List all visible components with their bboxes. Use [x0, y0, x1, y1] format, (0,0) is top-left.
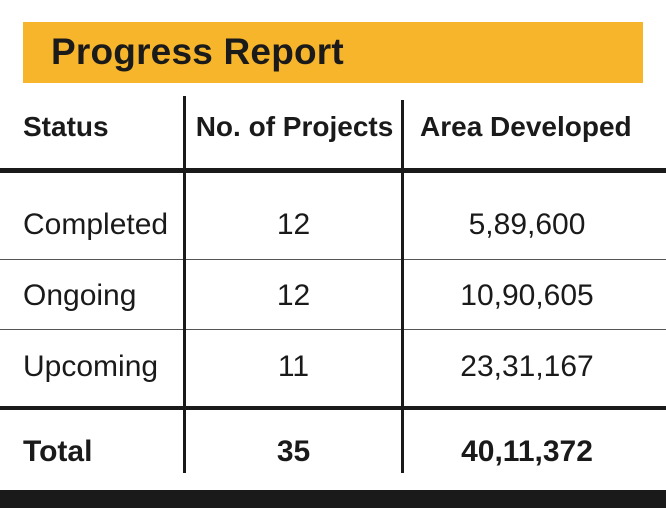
header-area: Area Developed [420, 111, 632, 142]
row-projects: 11 [277, 350, 310, 383]
row-status: Completed [23, 208, 169, 241]
row-status: Upcoming [23, 350, 159, 383]
header-status: Status [23, 111, 109, 142]
bottom-band [0, 490, 666, 508]
row-projects: 12 [276, 279, 311, 312]
total-label: Total [23, 435, 93, 468]
total-area: 40,11,372 [461, 435, 593, 468]
column-divider [401, 100, 404, 473]
row-area: 5,89,600 [468, 208, 586, 241]
page-title: Progress Report [51, 31, 344, 72]
total-divider [0, 406, 666, 410]
row-status: Ongoing [23, 279, 137, 312]
total-projects: 35 [276, 435, 311, 468]
header-divider [0, 168, 666, 173]
row-divider [0, 259, 666, 260]
row-area: 10,90,605 [460, 279, 594, 312]
column-divider [183, 96, 186, 473]
title-banner: Progress Report [23, 22, 643, 83]
row-projects: 12 [276, 208, 311, 241]
row-area: 23,31,167 [460, 350, 594, 383]
header-projects: No. of Projects [195, 111, 394, 142]
row-divider [0, 329, 666, 330]
